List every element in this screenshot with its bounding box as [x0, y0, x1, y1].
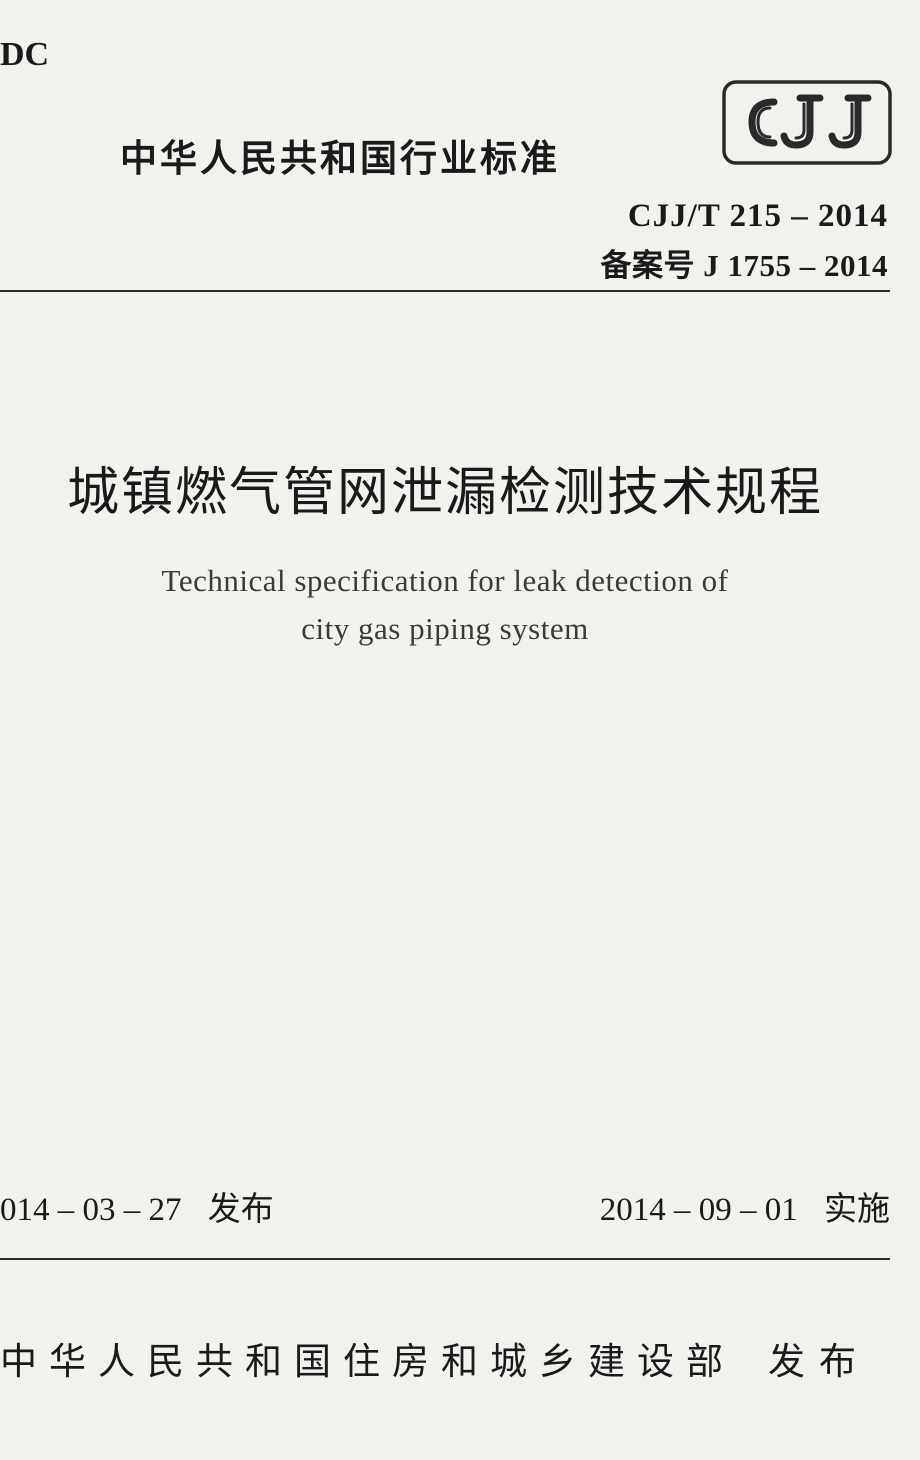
title-section: 城镇燃气管网泄漏检测技术规程 Technical specification f… [0, 450, 890, 653]
title-en-line2: city gas piping system [301, 611, 588, 646]
issuer-action: 发布 [768, 1331, 870, 1385]
classification-code: DC [0, 36, 49, 74]
filing-code: 备案号 J 1755 – 2014 [601, 240, 889, 285]
publish-date: 014 – 03 – 27 [0, 1192, 182, 1228]
document-cover: DC 中华人民共和国行业标准 CJJ/T 215 – 2014 备案号 J 17 [0, 0, 920, 1460]
publish-label: 发布 [208, 1192, 274, 1228]
publish-date-item: 014 – 03 – 27 发布 [0, 1182, 274, 1230]
standard-code: CJJ/T 215 – 2014 [601, 195, 889, 238]
code-section: CJJ/T 215 – 2014 备案号 J 1755 – 2014 [601, 195, 889, 285]
title-en-line1: Technical specification for leak detecti… [162, 563, 729, 598]
date-row: 014 – 03 – 27 发布 2014 – 09 – 01 实施 [0, 1182, 890, 1230]
effective-date: 2014 – 09 – 01 [600, 1192, 798, 1228]
divider-top [0, 290, 890, 292]
issuer-row: 中华人民共和国住房和城乡建设部 发布 [0, 1331, 890, 1385]
logo-container [722, 80, 892, 170]
issuer-name: 中华人民共和国住房和城乡建设部 [0, 1331, 735, 1385]
title-chinese: 城镇燃气管网泄漏检测技术规程 [0, 450, 890, 525]
country-standard-label: 中华人民共和国行业标准 [120, 128, 560, 182]
title-english: Technical specification for leak detecti… [0, 557, 890, 653]
effective-label: 实施 [824, 1192, 890, 1228]
divider-bottom [0, 1258, 890, 1260]
effective-date-item: 2014 – 09 – 01 实施 [600, 1182, 890, 1230]
cjj-logo [722, 80, 892, 165]
